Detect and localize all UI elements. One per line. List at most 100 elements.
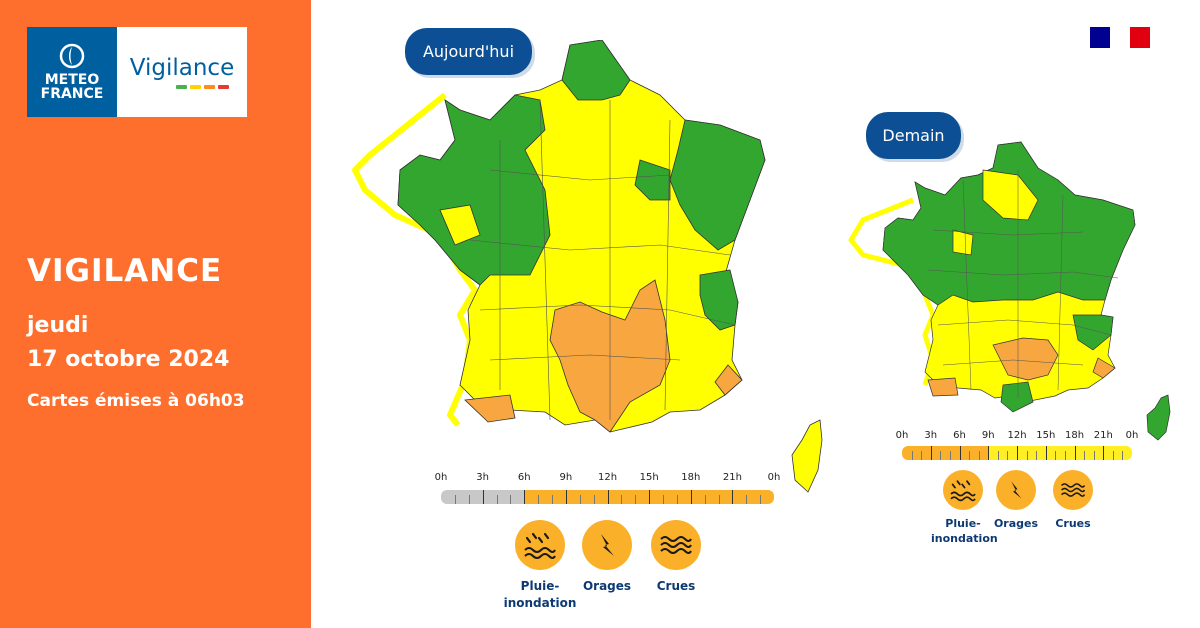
- meteo-france-line2: FRANCE: [40, 86, 104, 102]
- today-timeline-tick-label: 0h: [767, 472, 781, 483]
- tomorrow-orange-southeast: [1092, 357, 1116, 379]
- today-timeline-hour-tick: [482, 490, 484, 504]
- today-timeline-hour-tick: [635, 494, 637, 504]
- tomorrow-phenomenon-floods-label: Crues: [1055, 517, 1091, 530]
- tomorrow-timeline-hour-tick: [1036, 450, 1038, 460]
- today-timeline-hour-tick: [649, 490, 651, 504]
- today-department-borders: [469, 99, 736, 421]
- headline-day: jeudi: [27, 313, 89, 338]
- today-vigilance-map: [352, 40, 823, 493]
- today-timeline-hour-tick: [565, 490, 567, 504]
- tomorrow-phenomenon-floods[interactable]: Crues: [1041, 470, 1105, 531]
- tomorrow-timeline-hour-tick: [1055, 450, 1057, 460]
- tomorrow-timeline-segment: [902, 446, 989, 460]
- tomorrow-timeline-hour-tick: [988, 446, 990, 460]
- today-timeline-hour-tick: [718, 494, 720, 504]
- vigilance-logo-word: Vigilance: [129, 54, 235, 81]
- today-phenomenon-storms[interactable]: Orages: [567, 520, 647, 595]
- tomorrow-timeline-tick-label: 0h: [895, 430, 909, 441]
- vigilance-bar-yellow: [189, 84, 201, 89]
- today-timeline-tick-label: 3h: [476, 472, 489, 483]
- today-timeline-bar: [441, 490, 774, 504]
- tomorrow-timeline-tick-label: 0h: [1125, 430, 1139, 441]
- tomorrow-timeline-hour-tick: [1093, 450, 1095, 460]
- vigilance-bar-red: [217, 84, 229, 89]
- today-phenomenon-rain-flood[interactable]: Pluie- inondation: [500, 520, 580, 612]
- today-timeline-tick-label: 15h: [639, 472, 659, 483]
- tomorrow-green-north-band: [882, 141, 1136, 306]
- today-timeline-hour-tick: [454, 494, 456, 504]
- today-timeline: 0h 3h 6h 9h 12h 15h 18h 21h 0h: [435, 472, 780, 506]
- today-timeline-hour-tick: [746, 494, 748, 504]
- headline-issued: Cartes émises à 06h03: [27, 391, 245, 411]
- tomorrow-timeline-tick-label: 21h: [1093, 430, 1113, 441]
- today-green-northeast: [669, 119, 766, 251]
- tomorrow-timeline-hour-tick: [940, 450, 942, 460]
- tomorrow-timeline-hour-tick: [969, 450, 971, 460]
- tomorrow-timeline-tick-label: 3h: [924, 430, 938, 441]
- thunderstorm-icon: [996, 470, 1036, 510]
- tomorrow-timeline-hour-tick: [1103, 446, 1105, 460]
- today-timeline-hour-tick: [676, 494, 678, 504]
- today-green-east: [634, 159, 671, 201]
- today-timeline-hour-tick: [524, 490, 526, 504]
- today-yellow-island: [439, 204, 481, 246]
- today-timeline-hour-tick: [621, 494, 623, 504]
- headline-title: VIGILANCE: [27, 253, 223, 289]
- today-orange-southeast: [714, 364, 743, 396]
- left-panel: METEO FRANCE Vigilance VIGILANCE jeudi 1…: [0, 0, 311, 628]
- headline-date: 17 octobre 2024: [27, 347, 230, 372]
- tomorrow-orange-centre: [992, 337, 1059, 381]
- tomorrow-timeline-tick-label: 18h: [1064, 430, 1085, 441]
- vigilance-bar-orange: [203, 84, 215, 89]
- tomorrow-timeline-bar: [902, 446, 1132, 460]
- tomorrow-phenomenon-storms-label: Orages: [993, 517, 1039, 530]
- tomorrow-timeline-segment: [988, 446, 1132, 460]
- tomorrow-vigilance-map: [848, 141, 1171, 441]
- tomorrow-timeline-hour-tick: [997, 450, 999, 460]
- tomorrow-timeline-hour-tick: [1064, 450, 1066, 460]
- tomorrow-timeline-hour-tick: [930, 446, 932, 460]
- tomorrow-timeline-hour-tick: [1045, 446, 1047, 460]
- tomorrow-phenomenon-storms[interactable]: Orages: [984, 470, 1048, 531]
- today-timeline-hour-tick: [579, 494, 581, 504]
- tomorrow-green-south: [1000, 381, 1034, 413]
- today-green-alps: [699, 269, 739, 331]
- flood-waves-icon: [651, 520, 701, 570]
- today-orange-southwest: [464, 394, 516, 423]
- tomorrow-timeline-tick-label: 15h: [1036, 430, 1056, 441]
- vigilance-logo: Vigilance: [117, 27, 247, 117]
- tomorrow-timeline-hour-tick: [1112, 450, 1114, 460]
- tomorrow-timeline-tick-label: 6h: [953, 430, 966, 441]
- today-corsica: [791, 419, 823, 493]
- vigilance-bar-green: [175, 84, 187, 89]
- tomorrow-timeline-hour-tick: [1084, 450, 1086, 460]
- meteo-france-vigilance-logo: METEO FRANCE Vigilance: [27, 27, 247, 117]
- today-timeline-hour-tick: [704, 494, 706, 504]
- today-timeline-tick-label: 9h: [559, 472, 573, 483]
- today-label[interactable]: Aujourd'hui: [405, 28, 532, 75]
- today-phenomenon-floods-label: Crues: [656, 579, 696, 593]
- today-green-north: [561, 40, 631, 101]
- today-phenomenon-rain-flood-label2: inondation: [503, 596, 577, 610]
- meteo-france-line1: METEO: [44, 72, 100, 88]
- tomorrow-timeline-hour-tick: [1026, 450, 1028, 460]
- tomorrow-timeline-hour-tick: [1017, 446, 1018, 460]
- today-phenomenon-floods[interactable]: Crues: [636, 520, 716, 595]
- tomorrow-timeline: 0h 3h 6h 9h 12h 15h 18h 21h 0h: [896, 430, 1138, 462]
- tomorrow-timeline-hour-tick: [959, 446, 961, 460]
- tomorrow-timeline-hour-tick: [1122, 450, 1124, 460]
- today-timeline-hour-tick: [538, 494, 540, 504]
- today-timeline-hour-tick: [468, 494, 470, 504]
- today-timeline-hour-tick: [552, 494, 553, 504]
- today-green-west: [397, 94, 551, 286]
- today-timeline-tick-label: 12h: [597, 472, 618, 483]
- tomorrow-timeline-tick-label: 12h: [1007, 430, 1027, 441]
- flood-waves-icon: [1053, 470, 1093, 510]
- tomorrow-phenomenon-rain-flood-label1: Pluie-: [945, 517, 981, 530]
- tomorrow-label[interactable]: Demain: [866, 112, 961, 159]
- today-phenomenon-storms-label: Orages: [582, 579, 632, 593]
- tomorrow-phenomenon-rain-flood[interactable]: Pluie- inondation: [931, 470, 998, 546]
- french-republic-flag-icon: [1090, 27, 1150, 48]
- rain-flood-icon: [943, 470, 983, 510]
